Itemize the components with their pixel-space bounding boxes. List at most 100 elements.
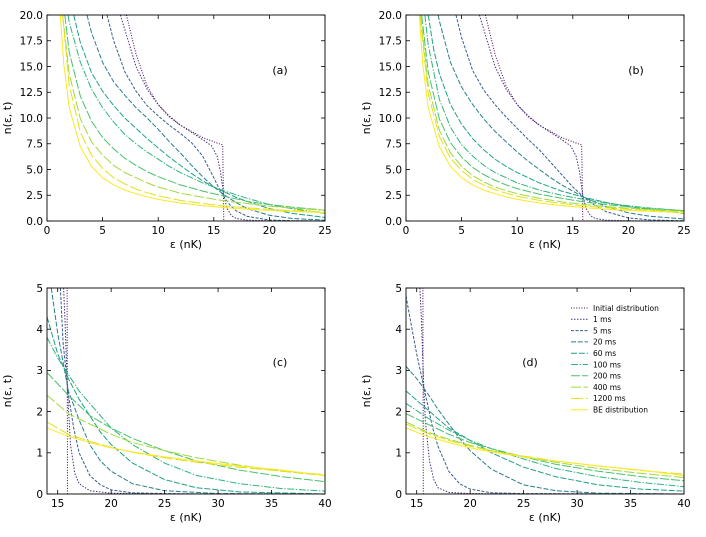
- series-line-400-ms: [62, 15, 325, 211]
- legend: Initial distribution 1 ms 5 ms 20 ms 60 ms 10…: [571, 304, 659, 415]
- series-line-200-ms: [64, 15, 325, 211]
- series-line-400-ms: [47, 394, 325, 476]
- x-tick-label: 15: [410, 498, 423, 510]
- y-tick-label: 15.0: [20, 61, 43, 73]
- panel-tag: (c): [273, 356, 288, 369]
- x-axis-label: ε (nK): [170, 238, 202, 251]
- y-tick-label: 3: [395, 365, 402, 377]
- legend-label: 200 ms: [593, 372, 621, 381]
- legend-label: 5 ms: [593, 326, 611, 335]
- y-tick-label: 2.5: [26, 190, 43, 202]
- series-group: [406, 288, 684, 494]
- series-line-5-ms: [59, 288, 325, 494]
- panel-d: 15 20 25 30 35 40 0 1 2 3 4 5 ε (nK) n(ε, t) (d): [360, 283, 691, 524]
- y-tick-label: 12.5: [379, 87, 402, 99]
- y-tick-label: 2: [395, 406, 402, 418]
- x-tick-label: 20: [263, 225, 276, 237]
- y-tick-label: 0: [36, 489, 43, 501]
- y-tick-label: 12.5: [20, 87, 43, 99]
- y-tick-label: 5: [36, 283, 43, 295]
- series-line-1200-ms: [47, 421, 325, 476]
- x-axis-label: ε (nK): [170, 511, 202, 524]
- legend-label: 1 ms: [593, 315, 611, 324]
- series-line-be-distribution: [59, 15, 325, 214]
- legend-label: Initial distribution: [593, 304, 659, 313]
- series-line-20-ms: [437, 15, 684, 220]
- y-tick-label: 3: [36, 365, 43, 377]
- axes-frame: [46, 14, 326, 222]
- x-tick-label: 25: [158, 498, 171, 510]
- y-tick-label: 1: [395, 448, 402, 460]
- series-line-60-ms: [427, 15, 684, 214]
- x-tick-label: 40: [318, 498, 331, 510]
- panel-b: 0 5 10 15 20 25 0.0 2.5 5.0 7.5 10.0 12.5 15.0 17.5 20…: [360, 10, 691, 251]
- series-group: [418, 15, 684, 221]
- x-tick-label: 0: [44, 225, 51, 237]
- x-tick-label: 30: [570, 498, 583, 510]
- y-tick-label: 0.0: [26, 216, 43, 228]
- panel-tag: (a): [272, 64, 287, 77]
- series-line-be-distribution: [418, 15, 684, 214]
- series-line-initial-distribution: [484, 15, 684, 221]
- y-tick-label: 2.5: [385, 190, 402, 202]
- y-tick-label: 5.0: [385, 164, 402, 176]
- x-axis-label: ε (nK): [529, 511, 561, 524]
- legend-label: 100 ms: [593, 360, 621, 369]
- legend-label: 20 ms: [593, 338, 616, 347]
- series-line-be-distribution: [406, 427, 684, 476]
- panel-a: 0 5 10 15 20 25 0.0 2.5 5.0 7.5 10.0 12.5 15.0 17.5 20…: [1, 10, 332, 251]
- y-axis-label: n(ε, t): [360, 102, 373, 135]
- legend-label: 1200 ms: [593, 394, 626, 403]
- series-line-1-ms: [119, 15, 325, 221]
- y-tick-label: 1: [36, 448, 43, 460]
- y-tick-label: 10.0: [20, 113, 43, 125]
- y-tick-label: 2: [36, 406, 43, 418]
- series-line-100-ms: [67, 15, 325, 214]
- x-tick-label: 15: [566, 225, 579, 237]
- x-tick-label: 10: [152, 225, 165, 237]
- series-line-60-ms: [406, 390, 684, 492]
- x-tick-label: 25: [318, 225, 331, 237]
- y-tick-label: 7.5: [26, 139, 43, 151]
- series-line-1200-ms: [419, 15, 684, 213]
- series-line-1200-ms: [62, 15, 325, 213]
- y-tick-label: 10.0: [379, 113, 402, 125]
- x-tick-label: 20: [104, 498, 117, 510]
- y-axis-label: n(ε, t): [1, 375, 14, 408]
- y-tick-label: 7.5: [385, 139, 402, 151]
- y-tick-label: 20.0: [20, 10, 43, 22]
- legend-label: 400 ms: [593, 383, 621, 392]
- panel-tag: (d): [522, 356, 538, 369]
- series-line-20-ms: [50, 288, 325, 494]
- x-axis-label: ε (nK): [529, 238, 561, 251]
- panel-c: 15 20 25 30 35 40 0 1 2 3 4 5 ε (nK) n(ε, t) (c): [1, 283, 332, 524]
- series-line-400-ms: [420, 15, 684, 212]
- series-group: [47, 288, 325, 494]
- series-line-200-ms: [406, 413, 684, 482]
- y-tick-label: 4: [36, 324, 43, 336]
- series-line-5-ms: [455, 15, 684, 221]
- series-line-60-ms: [73, 15, 325, 218]
- x-tick-label: 25: [677, 225, 690, 237]
- y-axis-label: n(ε, t): [1, 102, 14, 135]
- series-line-1200-ms: [406, 423, 684, 475]
- series-line-100-ms: [424, 15, 684, 212]
- series-line-100-ms: [406, 402, 684, 488]
- series-line-20-ms: [86, 15, 325, 221]
- series-line-initial-distribution: [66, 288, 325, 494]
- x-tick-label: 15: [51, 498, 64, 510]
- x-tick-label: 5: [99, 225, 106, 237]
- series-line-be-distribution: [47, 427, 325, 476]
- x-tick-label: 35: [265, 498, 278, 510]
- y-tick-label: 5.0: [26, 164, 43, 176]
- x-tick-label: 10: [511, 225, 524, 237]
- panel-tag: (b): [628, 64, 644, 77]
- x-tick-label: 0: [403, 225, 410, 237]
- x-tick-label: 5: [458, 225, 465, 237]
- x-tick-label: 25: [517, 498, 530, 510]
- series-line-100-ms: [47, 337, 325, 492]
- y-tick-label: 0.0: [385, 216, 402, 228]
- x-tick-label: 40: [677, 498, 690, 510]
- x-tick-label: 20: [622, 225, 635, 237]
